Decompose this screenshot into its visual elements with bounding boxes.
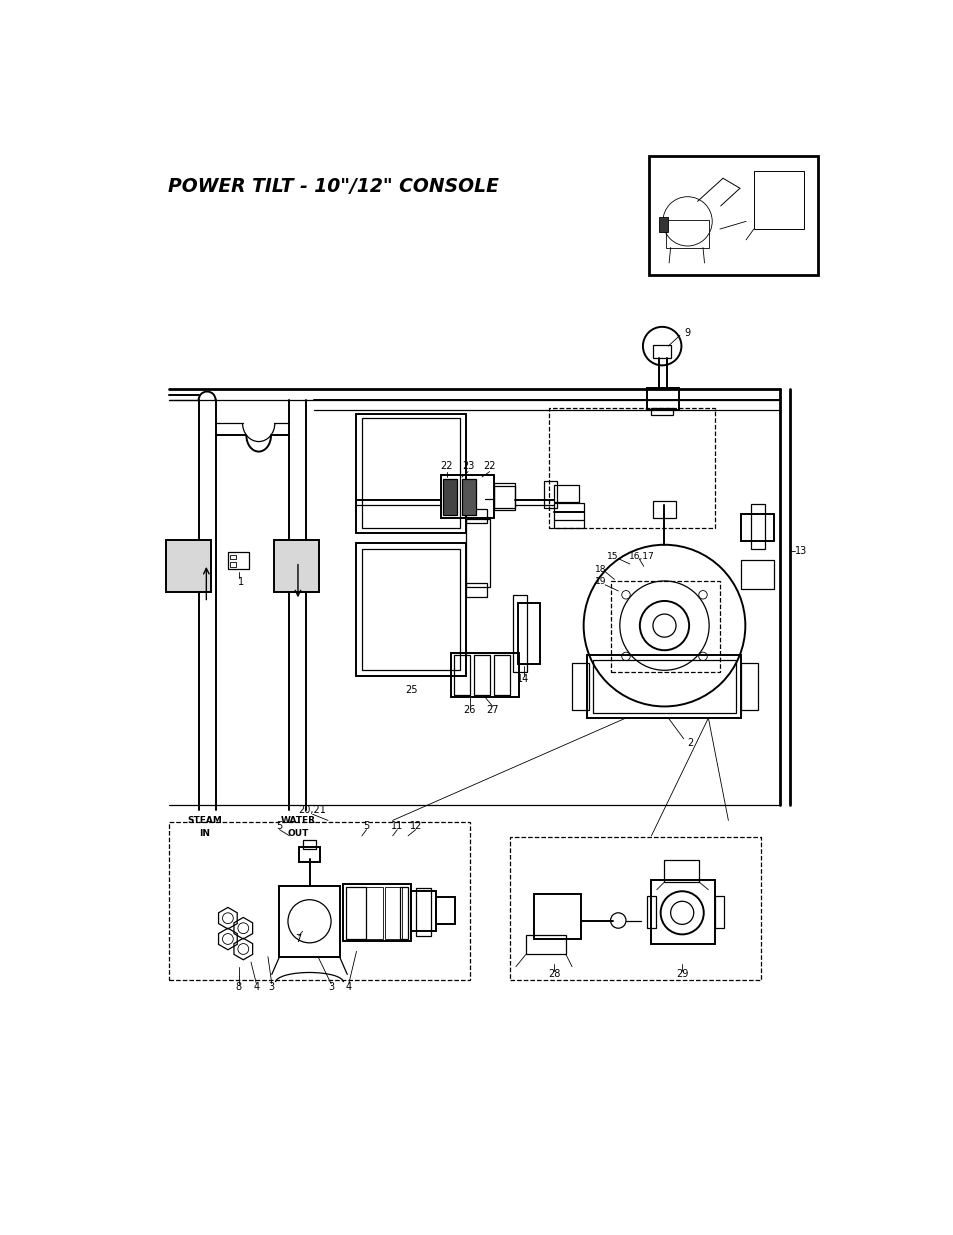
Text: 20,21: 20,21 <box>298 805 326 815</box>
Bar <box>356 414 465 534</box>
Bar <box>648 156 818 275</box>
Bar <box>651 408 672 415</box>
Text: 22: 22 <box>483 461 496 472</box>
Text: 4: 4 <box>253 983 259 993</box>
Text: 16,17: 16,17 <box>628 552 654 561</box>
Bar <box>751 504 764 548</box>
Bar <box>652 501 676 517</box>
Bar <box>465 520 490 587</box>
Text: 22: 22 <box>440 461 453 472</box>
Bar <box>451 652 518 698</box>
Bar <box>652 345 671 358</box>
Text: WATER: WATER <box>280 816 315 825</box>
Bar <box>230 562 236 567</box>
Bar <box>517 603 539 664</box>
Bar <box>587 655 740 718</box>
Text: POWER TILT - 10"/12" CONSOLE: POWER TILT - 10"/12" CONSOLE <box>168 177 498 196</box>
Bar <box>753 172 803 228</box>
Bar <box>343 883 411 941</box>
Bar <box>361 419 460 527</box>
Bar <box>664 861 699 882</box>
Bar <box>303 840 315 848</box>
Text: 4: 4 <box>345 983 352 993</box>
Bar <box>443 478 456 515</box>
Bar <box>525 935 565 955</box>
Bar <box>454 655 469 695</box>
Bar <box>274 540 318 593</box>
Bar <box>230 555 236 558</box>
Bar <box>474 655 489 695</box>
Bar <box>279 885 339 957</box>
Bar <box>714 895 723 929</box>
Bar <box>548 409 714 527</box>
Bar <box>170 823 469 979</box>
Bar <box>228 552 249 569</box>
Bar <box>646 389 679 410</box>
Text: 2: 2 <box>686 739 692 748</box>
Bar <box>665 220 708 247</box>
Bar <box>646 895 656 929</box>
Bar <box>543 480 557 508</box>
Bar <box>494 655 509 695</box>
Bar <box>366 887 383 939</box>
Text: 7: 7 <box>295 934 301 944</box>
Text: 26: 26 <box>463 705 476 715</box>
Text: 25: 25 <box>404 684 417 694</box>
Text: 5: 5 <box>276 821 282 831</box>
Bar <box>440 475 493 517</box>
Bar <box>436 897 455 924</box>
Bar <box>346 887 365 939</box>
Text: 15: 15 <box>606 552 618 561</box>
Bar <box>610 580 720 672</box>
Text: 3: 3 <box>328 983 334 993</box>
Bar <box>493 487 515 508</box>
Bar <box>533 894 580 939</box>
Text: 29: 29 <box>676 969 688 979</box>
Bar <box>400 887 408 939</box>
Text: 9: 9 <box>684 329 690 338</box>
Text: 5: 5 <box>363 821 369 831</box>
Bar <box>465 509 487 524</box>
Text: 12: 12 <box>409 821 421 831</box>
Text: 27: 27 <box>486 705 498 715</box>
Text: 3: 3 <box>269 983 274 993</box>
Bar <box>465 583 487 597</box>
Bar <box>385 887 401 939</box>
Bar <box>651 881 714 944</box>
Text: 1: 1 <box>237 577 244 587</box>
Text: 8: 8 <box>235 983 241 993</box>
Text: IN: IN <box>199 829 210 839</box>
Text: 28: 28 <box>548 969 560 979</box>
Text: OUT: OUT <box>287 829 309 839</box>
Bar <box>356 543 465 676</box>
Bar <box>411 892 436 931</box>
Bar <box>513 595 526 672</box>
Bar <box>493 483 515 510</box>
Text: 23: 23 <box>461 461 474 472</box>
Bar <box>592 661 736 713</box>
Text: 14: 14 <box>517 674 529 684</box>
Bar <box>572 662 588 710</box>
Text: 13: 13 <box>794 546 806 556</box>
Bar <box>740 561 773 589</box>
Bar <box>510 837 760 979</box>
Bar <box>554 485 578 503</box>
Bar <box>361 548 460 671</box>
Bar <box>416 888 431 936</box>
Text: STEAM: STEAM <box>187 816 222 825</box>
Bar <box>166 540 211 593</box>
Text: 18: 18 <box>595 564 606 574</box>
Bar <box>740 514 773 541</box>
Bar <box>554 503 583 527</box>
Bar <box>659 216 668 232</box>
Text: 11: 11 <box>391 821 403 831</box>
Bar <box>298 846 320 862</box>
Text: 19: 19 <box>595 577 606 587</box>
Bar <box>740 662 758 710</box>
Bar <box>461 478 476 515</box>
